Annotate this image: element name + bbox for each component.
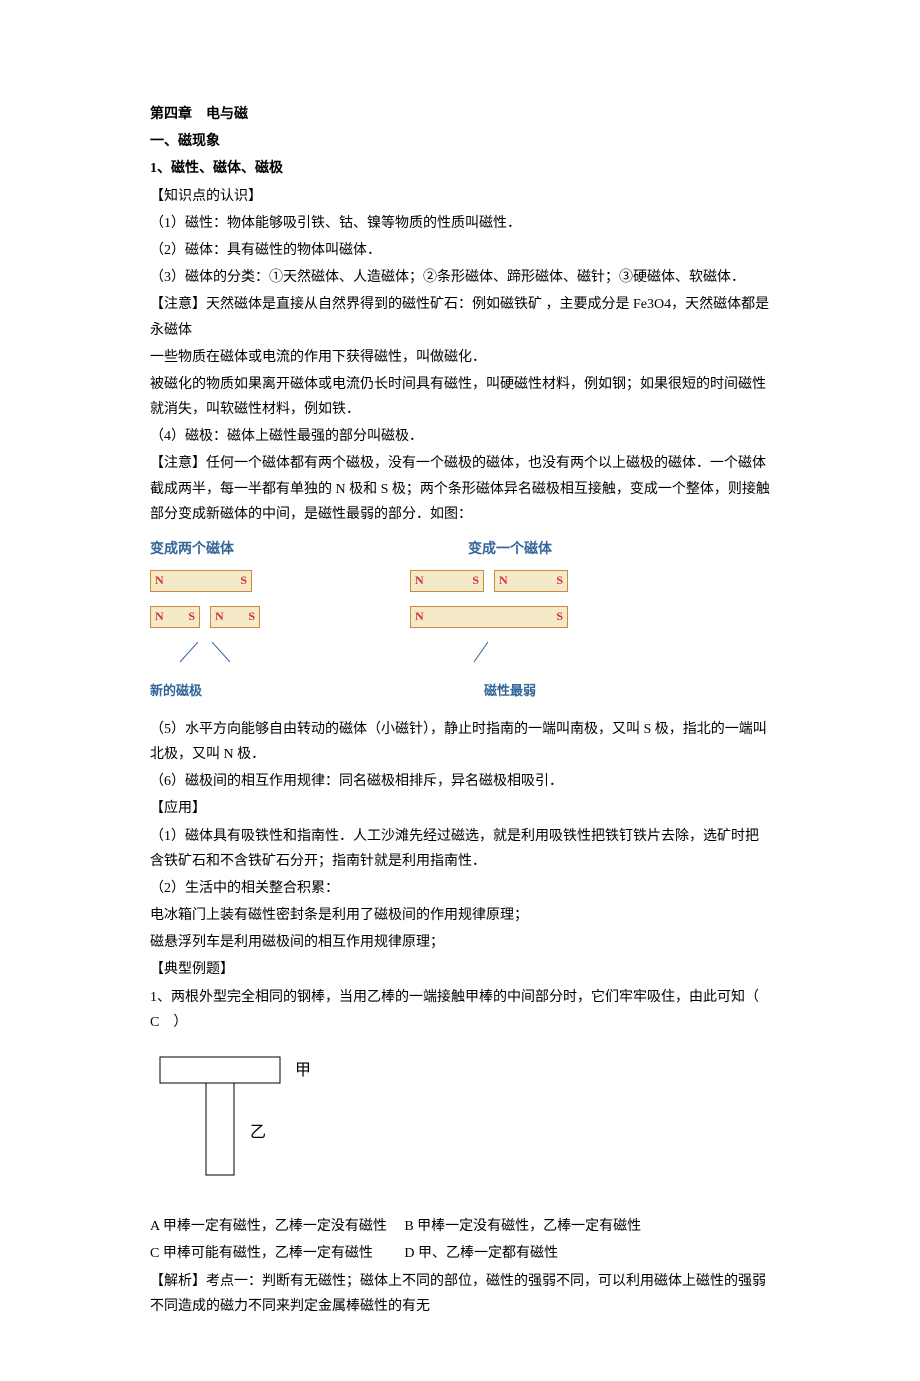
section-title: 一、磁现象: [150, 129, 770, 154]
bar-jia: [160, 1057, 280, 1083]
arrow-icon: [410, 642, 570, 666]
options-line-2: C 甲棒可能有磁性，乙棒一定有磁性 D 甲、乙棒一定都有磁性: [150, 1241, 770, 1266]
pole-s: S: [248, 606, 255, 628]
para-10: （6）磁极间的相互作用规律：同名磁极相排斥，异名磁极相吸引．: [150, 769, 770, 794]
heading-knowledge: 【知识点的认识】: [150, 184, 770, 209]
diagram-right-title: 变成一个磁体: [410, 537, 610, 562]
para-9: （5）水平方向能够自由转动的磁体（小磁针），静止时指南的一端叫南极，又叫 S 极…: [150, 717, 770, 767]
bar-yi: [206, 1083, 234, 1175]
para-8: 【注意】任何一个磁体都有两个磁极，没有一个磁极的磁体，也没有两个以上磁极的磁体．…: [150, 451, 770, 527]
diagram-left-caption: 新的磁极: [150, 679, 350, 702]
option-b: B 甲棒一定没有磁性，乙棒一定有磁性: [404, 1219, 641, 1234]
para-6: 被磁化的物质如果离开磁体或电流仍长时间具有磁性，叫硬磁性材料，例如钢；如果很短的…: [150, 372, 770, 422]
heading-example: 【典型例题】: [150, 957, 770, 982]
diagram-left-title: 变成两个磁体: [150, 537, 350, 562]
diagram-right: 变成一个磁体 N S N S N S 磁性最弱: [410, 537, 610, 703]
option-c: C 甲棒可能有磁性，乙棒一定有磁性: [150, 1246, 373, 1261]
magnet-right-top-b: N S: [494, 570, 568, 592]
label-jia: 甲: [295, 1062, 311, 1079]
magnet-left-bottom-b: N S: [210, 606, 260, 628]
pole-s: S: [556, 570, 563, 592]
option-a: A 甲棒一定有磁性，乙棒一定没有磁性: [150, 1219, 387, 1234]
para-14: 磁悬浮列车是利用磁极间的相互作用规律原理；: [150, 930, 770, 955]
pole-n: N: [155, 570, 164, 592]
para-11: （1）磁体具有吸铁性和指南性．人工沙滩先经过磁选，就是利用吸铁性把铁钉铁片去除，…: [150, 824, 770, 874]
para-3: （3）磁体的分类：①天然磁体、人造磁体；②条形磁体、蹄形磁体、磁针；③硬磁体、软…: [150, 265, 770, 290]
magnet-left-top: N S: [150, 570, 252, 592]
magnet-left-bottom-a: N S: [150, 606, 200, 628]
pole-n: N: [155, 606, 164, 628]
pole-n: N: [215, 606, 224, 628]
example-figure: 甲 乙: [150, 1047, 770, 1196]
para-5: 一些物质在磁体或电流的作用下获得磁性，叫做磁化．: [150, 345, 770, 370]
option-d: D 甲、乙棒一定都有磁性: [404, 1246, 558, 1261]
question-1: 1、两根外型完全相同的钢棒，当用乙棒的一端接触甲棒的中间部分时，它们牢牢吸住，由…: [150, 985, 770, 1035]
magnet-diagram: 变成两个磁体 N S N S N S 新: [150, 529, 770, 715]
magnet-right-top-a: N S: [410, 570, 484, 592]
para-1: （1）磁性：物体能够吸引铁、钴、镍等物质的性质叫磁性．: [150, 211, 770, 236]
diagram-right-caption: 磁性最弱: [410, 679, 610, 702]
magnet-right-bottom: N S: [410, 606, 568, 628]
pole-s: S: [556, 606, 563, 628]
options-line-1: A 甲棒一定有磁性，乙棒一定没有磁性 B 甲棒一定没有磁性，乙棒一定有磁性: [150, 1214, 770, 1239]
pole-s: S: [240, 570, 247, 592]
chapter-title: 第四章 电与磁: [150, 102, 770, 127]
para-4: 【注意】天然磁体是直接从自然界得到的磁性矿石：例如磁铁矿 ，主要成分是 Fe3O…: [150, 292, 770, 342]
pole-s: S: [472, 570, 479, 592]
para-7: （4）磁极：磁体上磁性最强的部分叫磁极．: [150, 424, 770, 449]
label-yi: 乙: [250, 1124, 266, 1141]
pole-s: S: [188, 606, 195, 628]
para-12: （2）生活中的相关整合积累：: [150, 876, 770, 901]
diagram-left: 变成两个磁体 N S N S N S 新: [150, 537, 350, 703]
arrow-icon: [150, 642, 270, 666]
heading-application: 【应用】: [150, 796, 770, 821]
para-2: （2）磁体：具有磁性的物体叫磁体．: [150, 238, 770, 263]
analysis-1: 【解析】考点一：判断有无磁性；磁体上不同的部位，磁性的强弱不同，可以利用磁体上磁…: [150, 1269, 770, 1319]
pole-n: N: [415, 606, 424, 628]
topic-title: 1、磁性、磁体、磁极: [150, 156, 770, 181]
para-13: 电冰箱门上装有磁性密封条是利用了磁极间的作用规律原理；: [150, 903, 770, 928]
pole-n: N: [499, 570, 508, 592]
pole-n: N: [415, 570, 424, 592]
